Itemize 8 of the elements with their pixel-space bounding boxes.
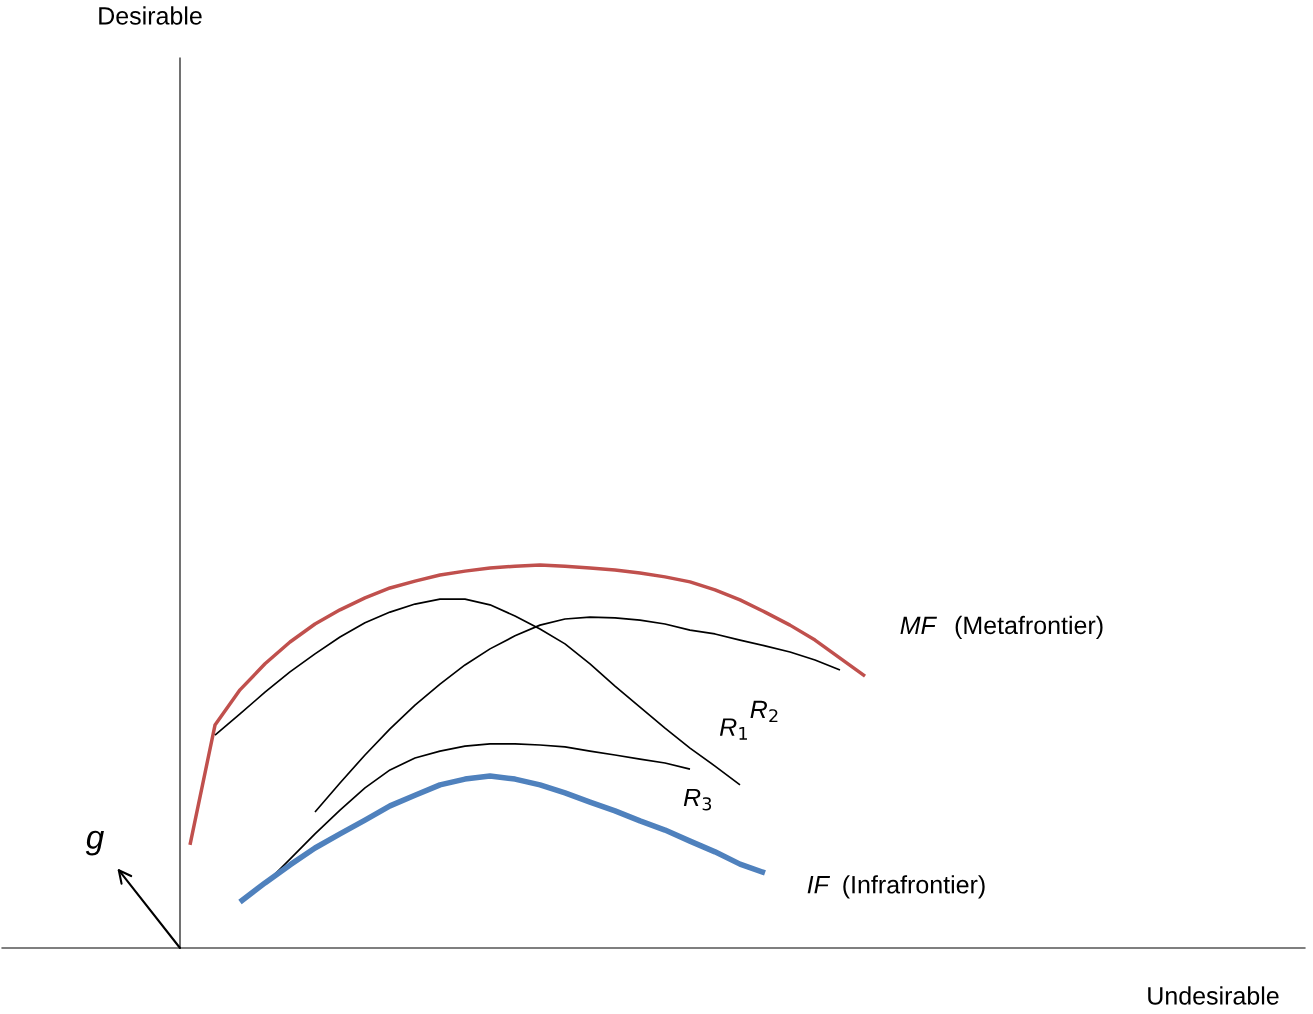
text: R$_{2}$ (750, 700, 778, 723)
text: Desirable (99, 6, 202, 25)
text: Undesirable (1148, 986, 1279, 1005)
text: g (85, 830, 104, 856)
text: MF (Metafrontier) (900, 615, 1103, 640)
series-label: R$_{3}$ (683, 788, 712, 811)
series-label: R$_{1}$ (719, 718, 747, 740)
series-label: IF (Infrafrontier) (807, 875, 985, 899)
